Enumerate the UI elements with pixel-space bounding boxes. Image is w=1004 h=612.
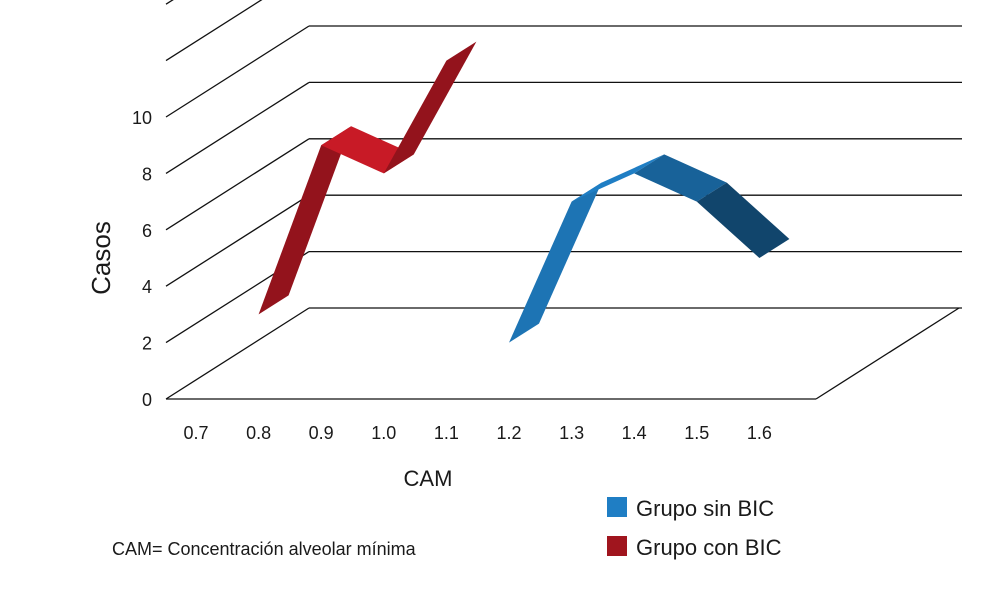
- series-layer: [258, 41, 790, 343]
- legend-swatch-con-bic: [607, 536, 627, 556]
- x-tick-label: 1.2: [496, 423, 521, 443]
- x-tick-labels: 0.7 0.8 0.9 1.0 1.1 1.2 1.3 1.4 1.5 1.6: [183, 423, 771, 443]
- floor-right-edge: [815, 307, 960, 400]
- series-sin-bic: [509, 154, 790, 343]
- x-axis-label: CAM: [404, 466, 453, 491]
- legend-label-con-bic: Grupo con BIC: [636, 535, 782, 560]
- series-segment: [571, 154, 665, 202]
- grid: [165, 0, 962, 400]
- gridline-diagonal: [165, 307, 310, 400]
- series-segment: [509, 182, 602, 343]
- x-tick-label: 1.4: [622, 423, 647, 443]
- x-tick-label: 1.3: [559, 423, 584, 443]
- gridline-diagonal: [165, 25, 310, 118]
- x-tick-label: 1.0: [371, 423, 396, 443]
- series-segment: [696, 182, 790, 258]
- legend: Grupo sin BIC Grupo con BIC: [607, 496, 782, 560]
- y-tick-label: 10: [132, 108, 152, 128]
- y-tick-label: 6: [142, 221, 152, 241]
- series-segment: [383, 41, 477, 174]
- y-tick-label: 8: [142, 164, 152, 184]
- y-tick-label: 0: [142, 390, 152, 410]
- x-tick-label: 0.9: [309, 423, 334, 443]
- gridline-diagonal: [165, 0, 174, 5]
- x-tick-label: 0.7: [183, 423, 208, 443]
- y-tick-label: 4: [142, 277, 152, 297]
- gridline-diagonal: [165, 0, 263, 62]
- legend-label-sin-bic: Grupo sin BIC: [636, 496, 774, 521]
- footnote: CAM= Concentración alveolar mínima: [112, 539, 417, 559]
- x-tick-label: 1.5: [684, 423, 709, 443]
- gridline-diagonal: [165, 81, 310, 174]
- gridline-diagonal: [165, 138, 310, 231]
- series-segment: [258, 126, 352, 315]
- x-tick-label: 1.1: [434, 423, 459, 443]
- y-axis-label: Casos: [86, 221, 116, 295]
- y-tick-labels: 0 2 4 6 8 10: [132, 108, 152, 410]
- series-segment: [634, 154, 727, 202]
- x-tick-label: 1.6: [747, 423, 772, 443]
- y-tick-label: 2: [142, 334, 152, 354]
- gridline-diagonal: [165, 194, 310, 287]
- legend-swatch-sin-bic: [607, 497, 627, 517]
- series-con-bic: [258, 41, 477, 315]
- x-tick-label: 0.8: [246, 423, 271, 443]
